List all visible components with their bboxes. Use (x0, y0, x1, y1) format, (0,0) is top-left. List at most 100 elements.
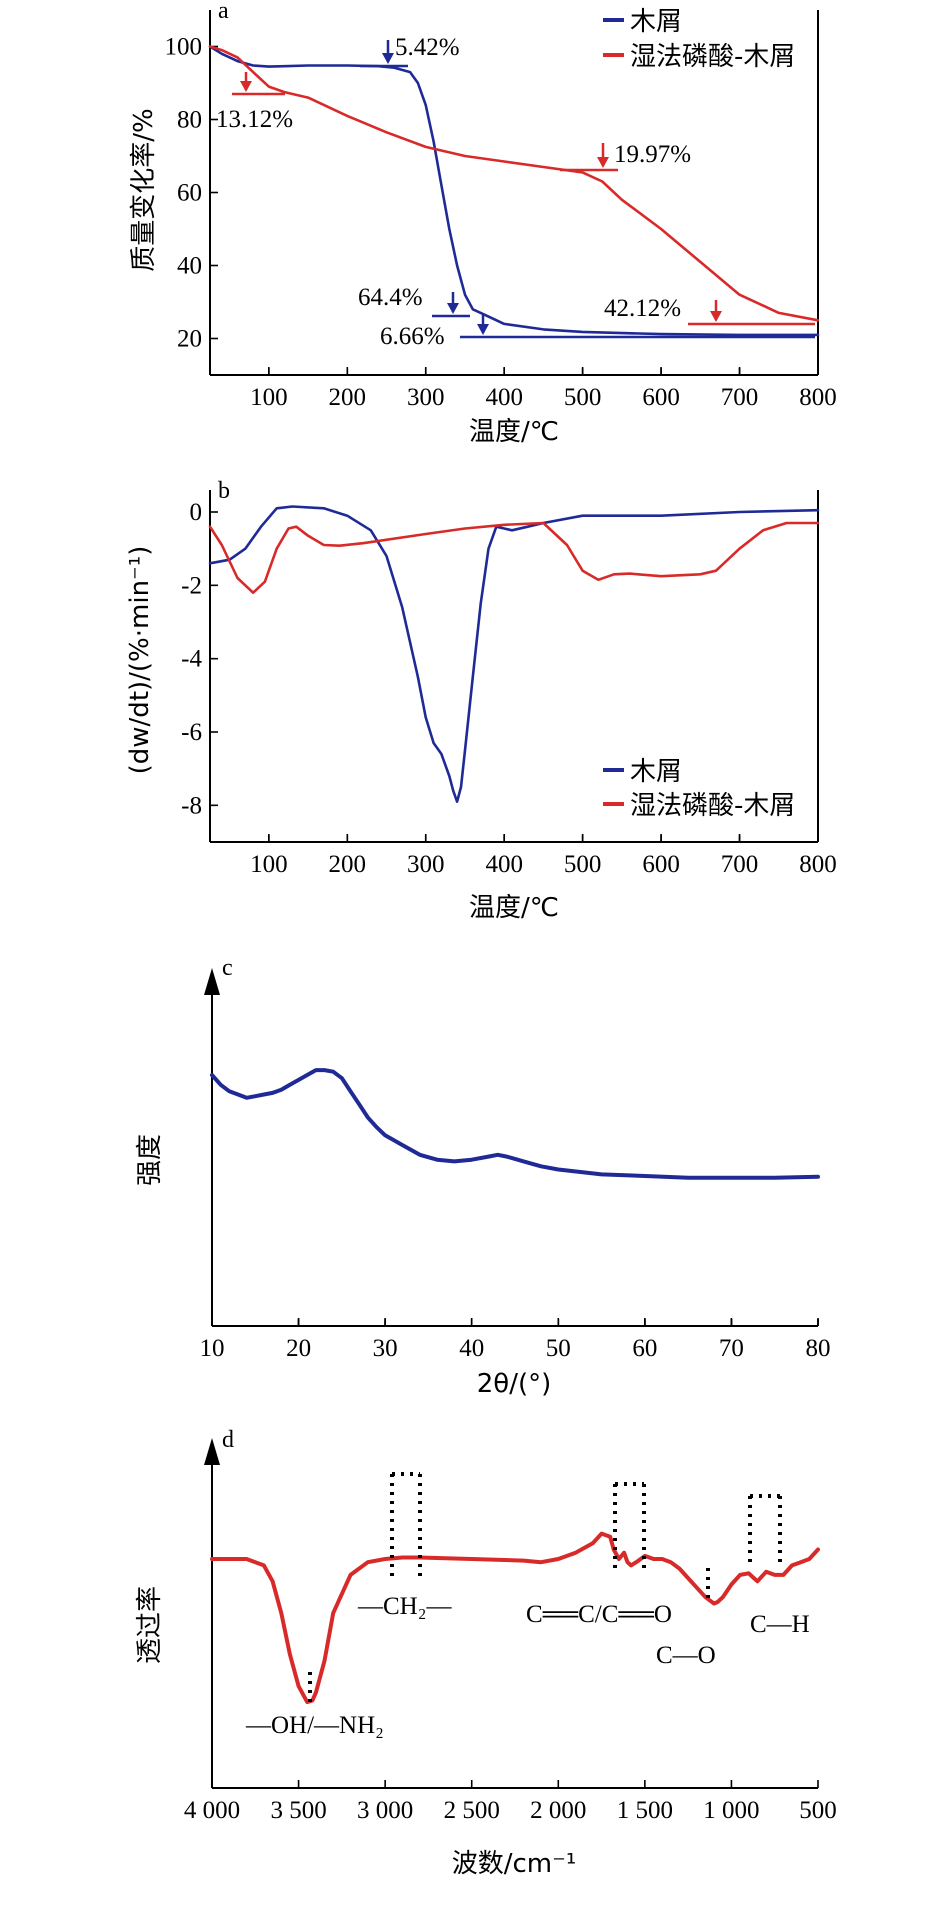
x-tick-label: 10 (200, 1335, 225, 1362)
x-tick-label: 400 (485, 851, 523, 878)
panel-a-legend: 木屑 湿法磷酸-木屑 (603, 7, 795, 72)
x-tick-label: 80 (806, 1335, 831, 1362)
y-tick-label: -2 (181, 572, 202, 599)
y-axis-arrow-icon (204, 968, 220, 995)
x-tick-label: 500 (799, 1797, 837, 1824)
band-label-c-o: C—O (656, 1642, 716, 1669)
series-line-wood (208, 505, 820, 804)
x-tick-label: 500 (564, 851, 602, 878)
x-tick-label: 700 (721, 384, 759, 411)
legend-label-acid: 湿法磷酸-木屑 (630, 791, 795, 821)
panel-b-axes (209, 490, 819, 843)
panel-c-xlabel: 2θ/(°) (477, 1369, 552, 1399)
x-tick-label: 30 (373, 1335, 398, 1362)
series-line-acid (210, 1531, 820, 1705)
x-tick-label: 2 000 (530, 1797, 586, 1824)
y-tick-label: -8 (181, 792, 202, 819)
band-label-oh-nh2: —OH/—NH₂ (245, 1712, 384, 1739)
x-tick-label: 800 (799, 384, 837, 411)
y-tick-label: 60 (177, 180, 202, 207)
panel-a-annotations: 5.42% 13.12% 19.97% 64.4% 6.66% 42.12% (216, 34, 815, 350)
panel-b-series (208, 505, 820, 804)
panel-d-series (210, 1531, 820, 1705)
x-tick-label: 800 (799, 851, 837, 878)
panel-b-ylabel: (dw/dt)/(%·min⁻¹) (125, 546, 155, 775)
down-arrow-icon (240, 81, 252, 92)
panel-d-axes (204, 1438, 818, 1789)
y-tick-label: 100 (165, 34, 203, 61)
annotation-label: 42.12% (604, 295, 681, 322)
x-tick-label: 20 (286, 1335, 311, 1362)
y-tick-label: -6 (181, 719, 202, 746)
annotation-label: 19.97% (614, 141, 691, 168)
legend-label-wood: 木屑 (630, 757, 682, 787)
panel-c-ticks: 10 20 30 40 50 60 70 80 (200, 1318, 831, 1362)
annotation-label: 13.12% (216, 106, 293, 133)
x-tick-label: 4 000 (184, 1797, 240, 1824)
y-tick-label: -4 (181, 646, 202, 673)
series-line-acid (208, 521, 820, 595)
x-tick-label: 200 (329, 851, 367, 878)
y-tick-label: 0 (190, 499, 203, 526)
panel-b: b 100 200 300 400 500 600 700 800 -8 -6 -4 -2 0 温度/℃… (125, 478, 837, 923)
panel-c: c 10 20 30 40 50 60 70 80 2θ/(°) 强度 (135, 955, 831, 1399)
x-tick-label: 400 (485, 384, 523, 411)
down-arrow-icon (710, 311, 722, 322)
x-tick-label: 100 (250, 851, 288, 878)
annotation-label: 6.66% (380, 323, 445, 350)
x-tick-label: 600 (642, 851, 680, 878)
panel-d-ylabel: 透过率 (135, 1586, 165, 1664)
panel-a-ylabel: 质量变化率/% (129, 108, 159, 271)
panel-d-label: d (222, 1427, 234, 1453)
x-tick-label: 300 (407, 384, 445, 411)
panel-a-label: a (218, 0, 229, 24)
panel-b-ticks: 100 200 300 400 500 600 700 800 -8 -6 -4 -2 0 (181, 499, 837, 878)
panel-b-xlabel: 温度/℃ (469, 893, 559, 923)
series-line-wood (210, 1068, 820, 1180)
y-tick-label: 80 (177, 107, 202, 134)
series-line-acid (208, 45, 820, 322)
down-arrow-icon (477, 324, 489, 335)
y-tick-label: 20 (177, 326, 202, 353)
y-tick-label: 40 (177, 253, 202, 280)
x-tick-label: 300 (407, 851, 445, 878)
x-tick-label: 3 000 (357, 1797, 413, 1824)
panel-d: d 4 000 3 500 3 000 2 500 2 000 1 500 1 000 500… (135, 1319, 837, 1879)
x-tick-label: 50 (546, 1335, 571, 1362)
panel-c-axes (204, 968, 818, 1327)
x-tick-label: 1 000 (703, 1797, 759, 1824)
x-tick-label: 2 500 (444, 1797, 500, 1824)
panel-b-label: b (218, 478, 230, 504)
x-tick-label: 100 (250, 384, 288, 411)
panel-c-ylabel: 强度 (135, 1134, 165, 1186)
legend-label-wood: 木屑 (630, 7, 682, 37)
panel-d-xlabel: 波数/cm⁻¹ (452, 1849, 577, 1879)
x-tick-label: 3 500 (270, 1797, 326, 1824)
x-tick-label: 700 (721, 851, 759, 878)
legend-label-acid: 湿法磷酸-木屑 (630, 42, 795, 72)
x-tick-label: 60 (632, 1335, 657, 1362)
panel-a-series (208, 45, 820, 337)
x-tick-label: 200 (329, 384, 367, 411)
panel-a-ticks: 100 200 300 400 500 600 700 800 20 40 60 80 100 (165, 34, 837, 412)
series-line-wood (208, 45, 820, 337)
down-arrow-icon (447, 303, 459, 314)
x-tick-label: 600 (642, 384, 680, 411)
down-arrow-icon (382, 53, 394, 64)
panel-a: a 100 200 300 400 500 600 700 800 20 40 60 80 100 温度… (129, 0, 837, 447)
annotation-label: 64.4% (358, 284, 423, 311)
panel-b-legend: 木屑 湿法磷酸-木屑 (603, 757, 795, 821)
x-tick-label: 500 (564, 384, 602, 411)
down-arrow-icon (597, 157, 609, 168)
panel-d-band-guides (308, 1472, 782, 1702)
panel-a-xlabel: 温度/℃ (469, 417, 559, 447)
band-label-ch2: —CH₂— (357, 1593, 452, 1620)
y-axis-arrow-icon (204, 1438, 220, 1465)
x-tick-label: 1 500 (617, 1797, 673, 1824)
x-tick-label: 70 (719, 1335, 744, 1362)
annotation-label: 5.42% (395, 34, 460, 61)
panel-c-label: c (222, 955, 233, 981)
x-tick-label: 40 (459, 1335, 484, 1362)
band-label-cc-co: C══C/C══O (526, 1601, 672, 1628)
